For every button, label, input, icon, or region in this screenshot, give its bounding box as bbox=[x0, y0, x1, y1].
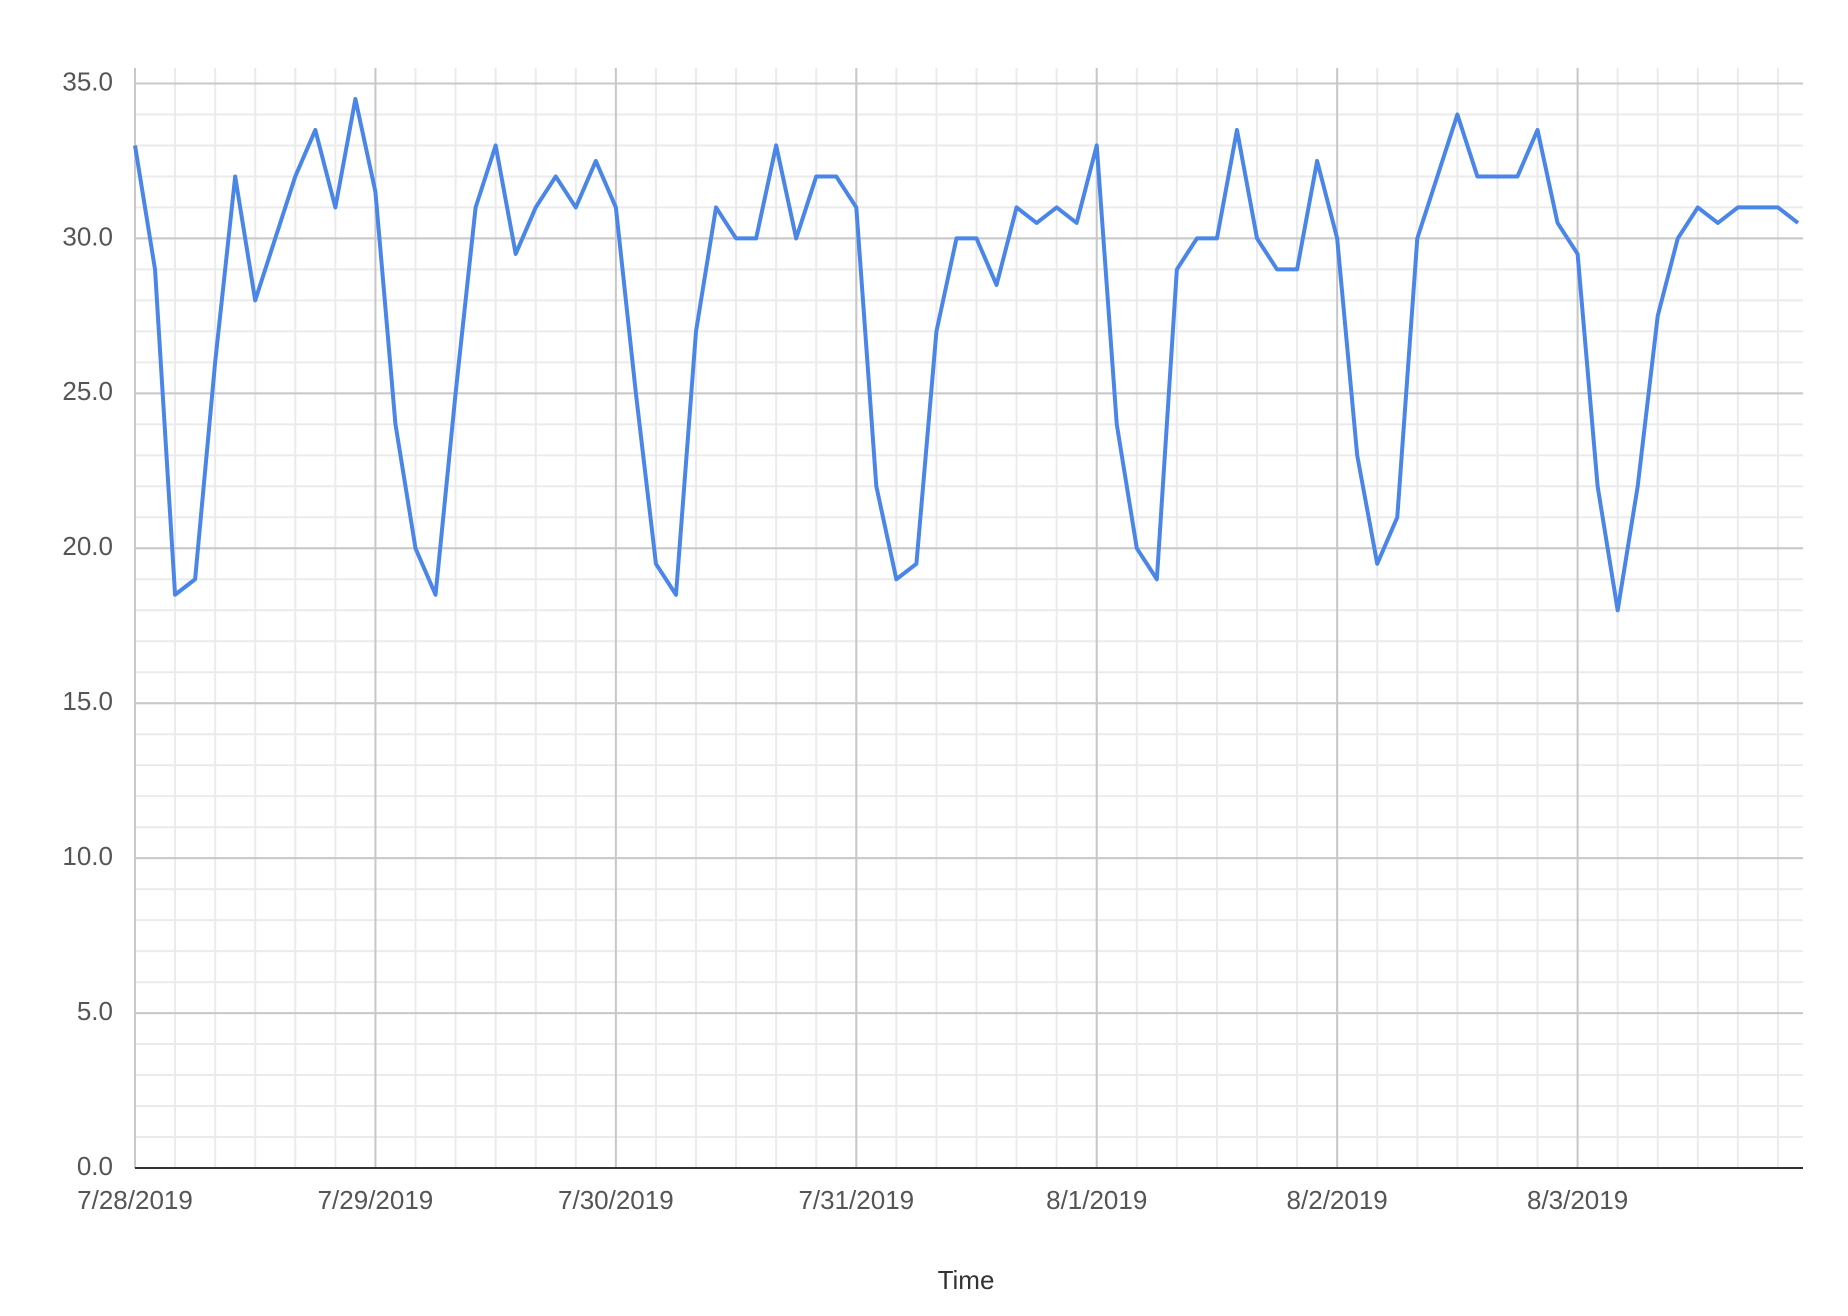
x-tick-label: 8/1/2019 bbox=[1046, 1185, 1147, 1215]
y-tick-label: 15.0 bbox=[62, 686, 113, 716]
x-tick-label: 7/31/2019 bbox=[798, 1185, 914, 1215]
y-tick-label: 30.0 bbox=[62, 221, 113, 251]
x-tick-label: 7/28/2019 bbox=[77, 1185, 193, 1215]
x-axis-label: Time bbox=[938, 1265, 995, 1295]
y-tick-label: 0.0 bbox=[77, 1151, 113, 1181]
x-tick-label: 7/30/2019 bbox=[558, 1185, 674, 1215]
y-tick-label: 10.0 bbox=[62, 841, 113, 871]
x-tick-label: 7/29/2019 bbox=[318, 1185, 434, 1215]
x-tick-label: 8/2/2019 bbox=[1287, 1185, 1388, 1215]
y-tick-label: 35.0 bbox=[62, 66, 113, 96]
y-tick-label: 5.0 bbox=[77, 996, 113, 1026]
x-tick-label: 8/3/2019 bbox=[1527, 1185, 1628, 1215]
y-tick-label: 25.0 bbox=[62, 376, 113, 406]
y-tick-label: 20.0 bbox=[62, 531, 113, 561]
line bbox=[133, 96, 1800, 613]
